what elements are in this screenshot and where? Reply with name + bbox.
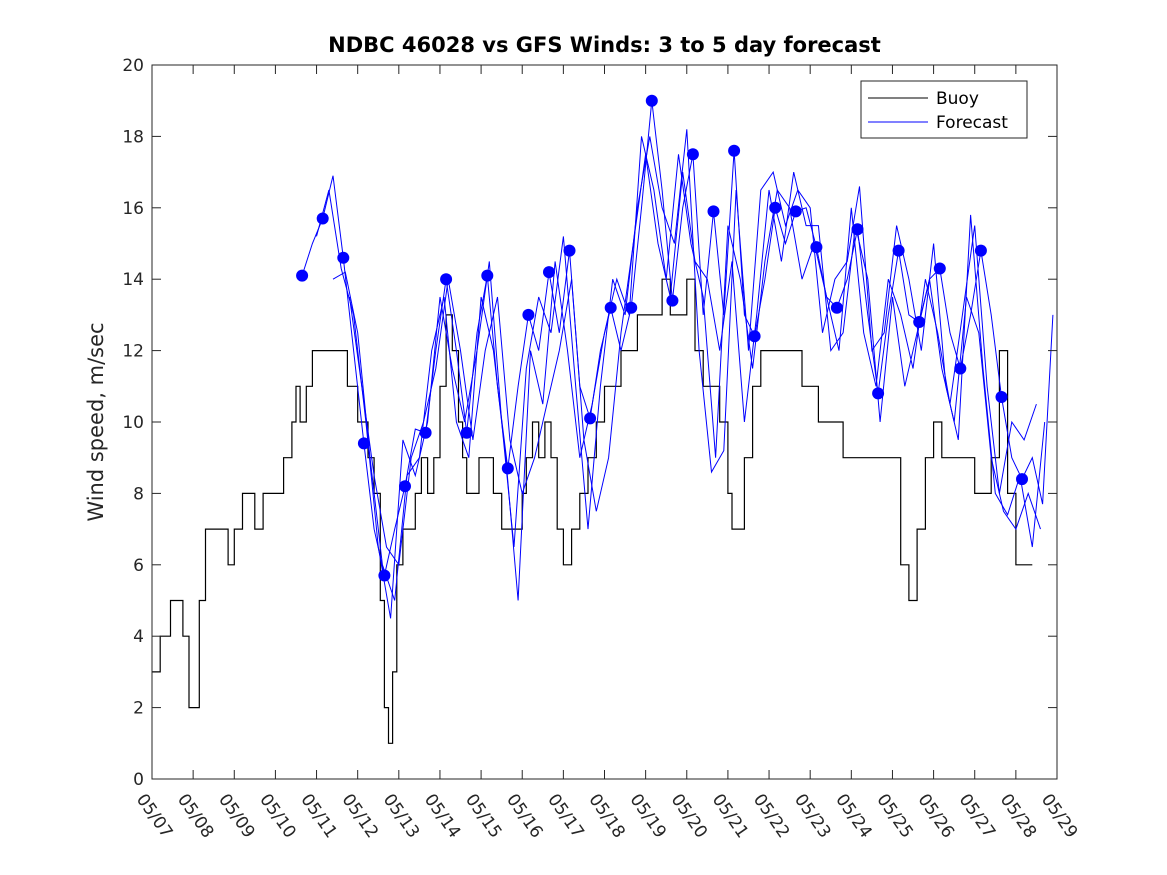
buoy-series-line xyxy=(152,278,1033,744)
forecast-point xyxy=(296,269,309,282)
y-tick-label: 6 xyxy=(133,556,144,576)
forecast-point xyxy=(316,212,329,225)
chart-title: NDBC 46028 vs GFS Winds: 3 to 5 day fore… xyxy=(328,33,881,57)
forecast-series-line-2 xyxy=(316,129,1046,619)
forecast-point xyxy=(584,412,597,425)
forecast-point xyxy=(830,301,843,314)
legend-buoy-label: Buoy xyxy=(936,89,979,109)
forecast-point xyxy=(892,244,905,257)
forecast-point xyxy=(686,148,699,161)
y-axis-label: Wind speed, m/sec xyxy=(84,322,108,521)
forecast-point xyxy=(872,387,885,400)
y-tick-label: 12 xyxy=(122,342,144,362)
forecast-point xyxy=(399,480,411,493)
forecast-point xyxy=(378,569,391,582)
y-tick-label: 14 xyxy=(122,270,144,290)
forecast-point xyxy=(995,391,1008,403)
forecast-point xyxy=(543,266,555,279)
forecast-point xyxy=(501,462,514,475)
forecast-point xyxy=(522,308,535,321)
forecast-point xyxy=(440,273,453,286)
forecast-point xyxy=(460,426,473,439)
forecast-point xyxy=(728,144,741,157)
forecast-point xyxy=(337,251,350,264)
forecast-point xyxy=(789,205,802,218)
forecast-point xyxy=(1016,473,1028,486)
y-tick-label: 2 xyxy=(133,699,144,719)
y-tick-label: 4 xyxy=(133,627,144,647)
forecast-point xyxy=(851,223,864,236)
legend: Buoy Forecast xyxy=(860,80,1028,139)
y-tick-label: 16 xyxy=(122,199,144,219)
y-tick-label: 8 xyxy=(133,484,144,504)
forecast-series-line-4 xyxy=(349,154,1041,567)
y-tick-label: 0 xyxy=(133,770,144,790)
forecast-point xyxy=(419,426,432,439)
forecast-point xyxy=(810,241,823,254)
forecast-point xyxy=(707,205,720,218)
forecast-point xyxy=(933,262,946,275)
forecast-point xyxy=(913,316,926,328)
forecast-point xyxy=(645,94,658,107)
forecast-point xyxy=(974,244,987,257)
forecast-point xyxy=(748,330,761,343)
forecast-point xyxy=(625,301,638,314)
y-tick-label: 20 xyxy=(122,56,144,76)
forecast-point xyxy=(769,201,782,214)
forecast-point xyxy=(481,269,494,282)
forecast-point xyxy=(563,244,576,257)
forecast-point xyxy=(666,294,679,307)
forecast-point xyxy=(604,301,617,314)
legend-box xyxy=(860,80,1028,139)
forecast-point xyxy=(357,437,370,450)
y-tick-label: 18 xyxy=(122,127,144,147)
forecast-point xyxy=(954,362,967,375)
legend-forecast-label: Forecast xyxy=(936,113,1008,133)
data-layer xyxy=(152,94,1054,744)
y-tick-label: 10 xyxy=(122,413,144,433)
